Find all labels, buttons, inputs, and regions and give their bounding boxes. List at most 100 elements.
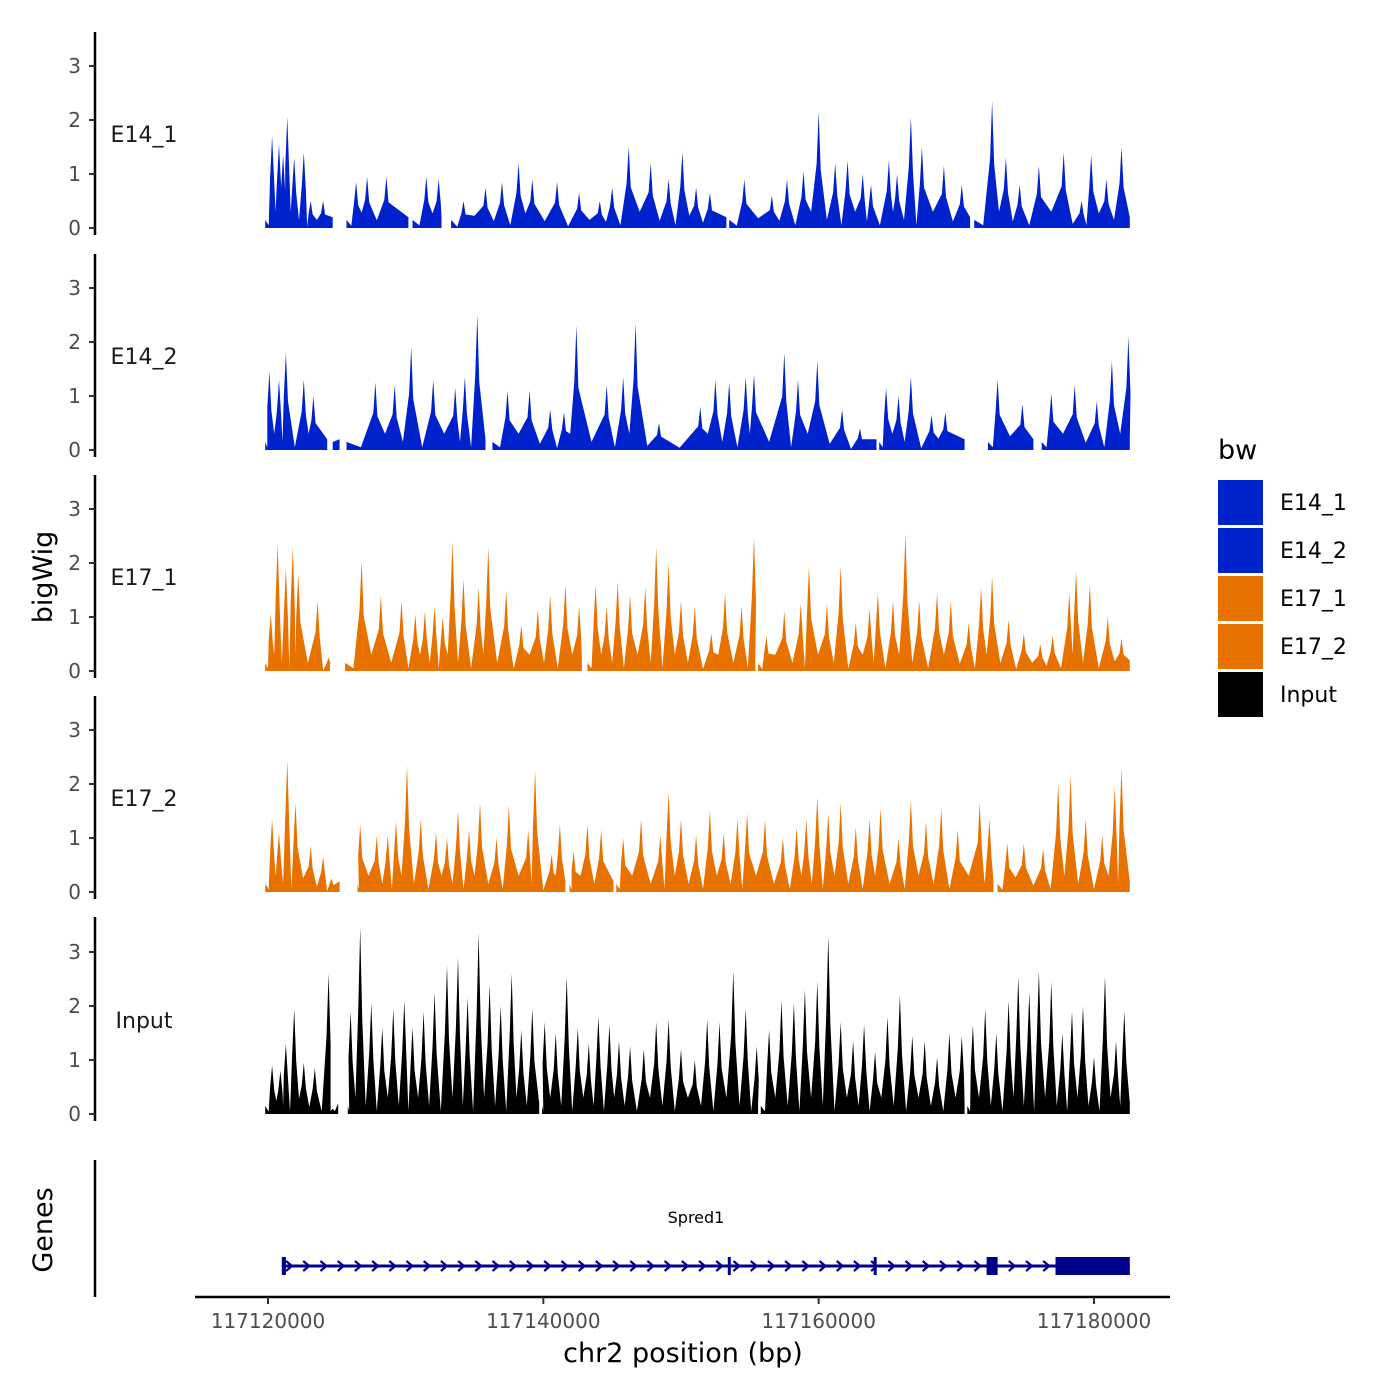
strand-arrow xyxy=(870,1260,879,1272)
signal-area xyxy=(492,323,877,450)
strand-arrow xyxy=(715,1260,724,1272)
track-Input: 0 1 2 3 Input xyxy=(68,917,1130,1126)
strand-arrow xyxy=(818,1260,828,1272)
strand-arrow xyxy=(1008,1260,1017,1272)
strand-arrow xyxy=(749,1260,759,1272)
y-tick-label: 1 xyxy=(68,162,81,186)
strand-arrow xyxy=(921,1260,931,1272)
track-label: E14_1 xyxy=(111,123,178,148)
gene-exon xyxy=(281,1257,286,1275)
signal-area xyxy=(332,439,340,450)
strand-arrow xyxy=(422,1260,432,1272)
strand-arrow xyxy=(767,1260,776,1272)
strand-arrow xyxy=(973,1260,983,1272)
y-tick-label: 0 xyxy=(68,1102,81,1126)
signal-area xyxy=(265,117,333,228)
signal-area xyxy=(346,176,409,228)
strand-arrow xyxy=(508,1260,518,1272)
signal-area xyxy=(451,147,727,228)
strand-arrow xyxy=(405,1260,415,1272)
y-tick-label: 0 xyxy=(68,880,81,904)
signal-area xyxy=(758,533,1130,671)
y-tick-label: 3 xyxy=(68,940,81,964)
strand-arrow xyxy=(285,1260,294,1272)
y-tick-label: 1 xyxy=(68,605,81,629)
signal-area xyxy=(729,111,971,228)
x-tick-label: 117180000 xyxy=(1037,1309,1152,1333)
signal-area xyxy=(265,759,340,892)
y-tick-label: 2 xyxy=(68,994,81,1018)
strand-arrow xyxy=(336,1260,346,1272)
strand-arrow xyxy=(560,1260,570,1272)
signal-area xyxy=(265,544,331,671)
signal-area xyxy=(1041,336,1131,450)
signal-area xyxy=(760,935,965,1114)
legend: bw E14_1 E14_2 E17_1 E17_2 Input xyxy=(1218,435,1347,717)
strand-arrow xyxy=(595,1260,604,1272)
gene-exon xyxy=(986,1257,998,1275)
signal-area xyxy=(569,824,614,892)
x-axis-title: chr2 position (bp) xyxy=(563,1338,803,1369)
strand-arrow xyxy=(956,1260,965,1272)
strand-arrow xyxy=(801,1260,811,1272)
strand-arrow xyxy=(457,1260,466,1272)
track-E17_1: 0 1 2 3 E17_1 xyxy=(68,475,1130,683)
legend-entry-label: E17_1 xyxy=(1280,587,1347,612)
signal-area xyxy=(412,176,442,228)
signal-area xyxy=(587,536,756,671)
legend-entry-label: E14_1 xyxy=(1280,491,1347,516)
legend-swatch xyxy=(1218,624,1263,669)
track-label: E17_2 xyxy=(111,787,178,812)
track-label: Input xyxy=(116,1009,173,1034)
legend-entry-label: Input xyxy=(1280,683,1337,708)
legend-swatch xyxy=(1218,480,1263,525)
track-label: E14_2 xyxy=(111,345,178,370)
signal-area xyxy=(542,970,759,1114)
strand-arrow xyxy=(612,1260,621,1272)
y-tick-label: 1 xyxy=(68,826,81,850)
legend-swatch xyxy=(1218,672,1263,717)
legend-swatch xyxy=(1218,528,1263,573)
y-tick-label: 3 xyxy=(68,54,81,78)
legend-entry-label: E17_2 xyxy=(1280,635,1347,660)
y-tick-label: 3 xyxy=(68,276,81,300)
signal-area xyxy=(347,927,540,1114)
gene-exon xyxy=(1055,1257,1130,1275)
y-tick-label: 1 xyxy=(68,384,81,408)
strand-arrow xyxy=(904,1260,914,1272)
gene-track-layer: Spred1 xyxy=(93,1160,1130,1297)
strand-arrow xyxy=(474,1260,484,1272)
y-tick-label: 0 xyxy=(68,659,81,683)
legend-swatch xyxy=(1218,576,1263,621)
signal-area xyxy=(967,970,1130,1114)
signal-area xyxy=(988,379,1034,450)
x-tick-label: 117160000 xyxy=(761,1309,876,1333)
strand-arrow xyxy=(388,1260,398,1272)
strand-arrow xyxy=(302,1260,311,1272)
signal-area xyxy=(265,973,339,1114)
strand-arrow xyxy=(887,1260,897,1272)
y-tick-label: 2 xyxy=(68,330,81,354)
gene-name-label: Spred1 xyxy=(668,1208,725,1227)
signal-area xyxy=(357,765,566,892)
x-tick-label: 117140000 xyxy=(486,1309,601,1333)
signal-area xyxy=(974,101,1130,228)
y-tick-label: 2 xyxy=(68,772,81,796)
y-tick-label: 2 xyxy=(68,108,81,132)
strand-arrow xyxy=(681,1260,690,1272)
y-tick-label: 0 xyxy=(68,438,81,462)
y-axis-title: bigWig xyxy=(28,531,59,624)
y-tick-label: 3 xyxy=(68,718,81,742)
y-tick-label: 3 xyxy=(68,497,81,521)
strand-arrow xyxy=(319,1260,329,1272)
strand-arrow xyxy=(354,1260,363,1272)
y-tick-label: 1 xyxy=(68,1048,81,1072)
strand-arrow xyxy=(835,1260,845,1272)
strand-arrow xyxy=(663,1260,673,1272)
strand-arrow xyxy=(629,1260,638,1272)
signal-area xyxy=(879,377,965,450)
gene-exon xyxy=(727,1257,731,1275)
legend-entry-label: E14_2 xyxy=(1280,539,1347,564)
